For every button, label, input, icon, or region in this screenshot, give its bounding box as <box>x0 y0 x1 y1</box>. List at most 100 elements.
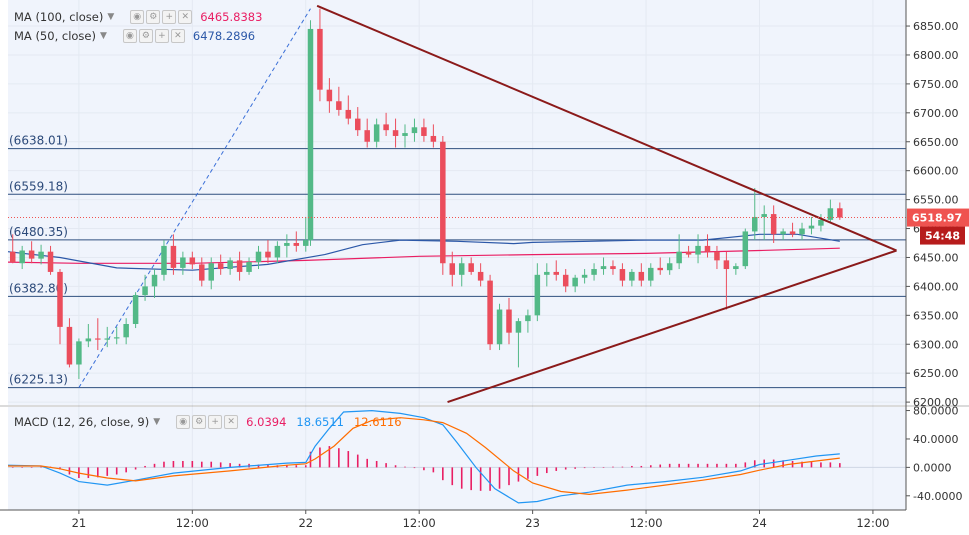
close-icon[interactable]: ✕ <box>178 10 193 24</box>
plus-icon[interactable]: + <box>154 29 169 43</box>
eye-icon[interactable]: ◉ <box>122 29 137 43</box>
macd-histogram-bar <box>238 463 241 468</box>
candle-up <box>274 245 281 258</box>
gear-icon[interactable]: ⚙ <box>146 10 161 24</box>
plus-icon[interactable]: + <box>162 10 177 24</box>
candle-up <box>733 266 739 270</box>
candle-down <box>723 260 730 270</box>
macd-histogram-bar <box>810 461 813 468</box>
candle-up <box>600 266 607 270</box>
candle-down <box>392 130 399 136</box>
candle-down <box>421 127 427 136</box>
macd-label: MACD (12, 26, close, 9) <box>14 415 150 429</box>
candle-up <box>402 133 408 136</box>
plus-icon[interactable]: + <box>208 415 223 429</box>
candle-down <box>336 101 342 110</box>
ma50-line <box>7 233 840 271</box>
eye-icon[interactable]: ◉ <box>176 415 191 429</box>
macd-histogram-bar <box>451 467 454 486</box>
candle-up <box>142 286 148 296</box>
macd-histogram-bar <box>442 467 444 481</box>
price-tick-label: 6400.00 <box>913 280 959 293</box>
macd-histogram-bar <box>564 467 567 470</box>
candle-down <box>487 280 493 345</box>
gear-icon[interactable]: ⚙ <box>192 415 207 429</box>
macd-histogram-bar <box>182 460 184 468</box>
candle-up <box>742 231 749 267</box>
candle-down <box>28 250 35 259</box>
price-tick-label: 6800.00 <box>913 49 959 62</box>
macd-histogram-bar <box>668 463 671 468</box>
candle-up <box>581 274 588 278</box>
upper-trendline <box>316 4 897 252</box>
candle-up <box>246 262 252 272</box>
macd-histogram-bar <box>366 458 368 468</box>
candle-down <box>553 271 560 275</box>
macd-histogram-bar <box>21 467 23 468</box>
ma50-dropdown-icon[interactable]: ▼ <box>99 31 107 41</box>
macd-histogram-bar <box>144 465 146 468</box>
candle-up <box>208 263 214 281</box>
macd-histogram-bar <box>319 447 321 468</box>
candle-up <box>525 315 531 322</box>
candle-down <box>704 245 711 252</box>
price-tick-label: 6450.00 <box>913 251 959 264</box>
close-icon[interactable]: ✕ <box>224 415 239 429</box>
candle-up <box>227 260 233 270</box>
candle-down <box>770 214 777 235</box>
candle-up <box>104 338 111 340</box>
macd-histogram-bar <box>640 465 643 468</box>
candle-down <box>477 271 484 281</box>
macd-histogram-bar <box>678 463 680 468</box>
candle-down <box>95 338 101 340</box>
eye-icon[interactable]: ◉ <box>130 10 145 24</box>
macd-signal-line <box>8 417 840 496</box>
macd-histogram-bar <box>257 464 260 468</box>
candle-down <box>293 243 300 246</box>
ma50-label: MA (50, close) <box>14 29 96 43</box>
candle-down <box>657 267 663 271</box>
price-tick-label: 6750.00 <box>913 78 959 91</box>
macd-histogram-bar <box>375 460 378 468</box>
candle-up <box>818 219 824 226</box>
gear-icon[interactable]: ⚙ <box>138 29 153 43</box>
macd-hist-value: 6.0394 <box>246 415 287 429</box>
macd-histogram-bar <box>413 467 416 469</box>
countdown-tag <box>920 226 965 245</box>
macd-histogram-bar <box>687 463 690 468</box>
price-tick-label: 6850.00 <box>913 20 959 33</box>
macd-histogram-bar <box>659 464 662 468</box>
candle-up <box>284 243 290 246</box>
macd-histogram-bar <box>338 448 340 468</box>
candle-down <box>506 309 512 333</box>
macd-histogram-bar <box>134 467 137 470</box>
candle-down <box>562 274 569 287</box>
ma100-dropdown-icon[interactable]: ▼ <box>107 12 115 22</box>
candle-up <box>648 267 654 281</box>
macd-histogram-bar <box>583 467 586 469</box>
macd-histogram-bar <box>267 464 269 468</box>
candle-down <box>619 269 626 281</box>
macd-histogram-bar <box>744 462 747 468</box>
macd-histogram-bar <box>706 463 709 468</box>
candle-up <box>808 225 815 229</box>
macd-histogram-bar <box>498 467 501 489</box>
candle-down <box>9 251 16 263</box>
candle-up <box>76 341 82 365</box>
ma50-value: 6478.2896 <box>192 29 256 43</box>
close-icon[interactable]: ✕ <box>170 29 185 43</box>
macd-histogram-bar <box>309 451 312 468</box>
price-tick-label: 6700.00 <box>913 107 959 120</box>
candle-down <box>610 266 616 270</box>
macd-dropdown-icon[interactable]: ▼ <box>153 417 161 427</box>
macd-histogram-bar <box>649 465 652 468</box>
candle-up <box>695 245 701 255</box>
candle-up <box>515 321 522 333</box>
macd-histogram-bar <box>753 460 756 468</box>
candle-up <box>38 251 44 259</box>
candle-up <box>799 228 805 235</box>
macd-histogram-bar <box>191 460 194 468</box>
macd-histogram-bar <box>546 467 548 474</box>
macd-histogram-bar <box>328 446 331 468</box>
candle-down <box>383 124 389 131</box>
